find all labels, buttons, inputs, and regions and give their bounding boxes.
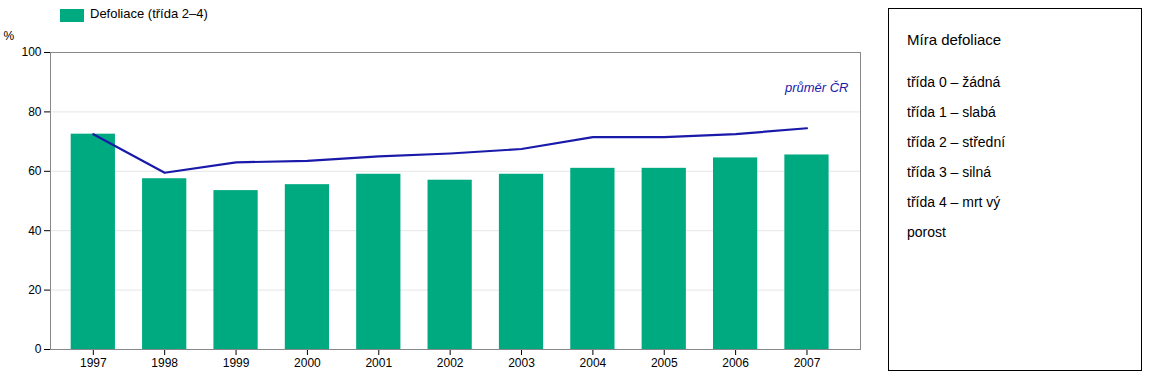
- html-text:porost: porost: [907, 224, 946, 240]
- html-text:Míra defoliace: Míra defoliace: [907, 31, 1002, 48]
- svg-text:průměr ČR: průměr ČR: [784, 80, 849, 95]
- html-text:třída 4 – mrt vý: třída 4 – mrt vý: [907, 194, 1001, 210]
- svg-text:100: 100: [21, 45, 41, 59]
- svg-text:0: 0: [35, 342, 42, 356]
- svg-text:1998: 1998: [151, 356, 178, 370]
- svg-text:20: 20: [28, 283, 42, 297]
- svg-text:%: %: [4, 29, 15, 43]
- svg-text:2005: 2005: [651, 356, 678, 370]
- html-text:Defoliace (třída 2–4): Defoliace (třída 2–4): [90, 6, 208, 22]
- svg-text:40: 40: [28, 224, 42, 238]
- html-text:třída 2 – střední: třída 2 – střední: [907, 134, 1006, 150]
- svg-text:1999: 1999: [223, 356, 250, 370]
- svg-text:2006: 2006: [722, 356, 749, 370]
- html-text:třída 1 – slabá: třída 1 – slabá: [907, 104, 996, 120]
- svg-text:2007: 2007: [794, 356, 821, 370]
- html-text:třída 3 – silná: třída 3 – silná: [907, 164, 992, 180]
- svg-text:80: 80: [28, 105, 42, 119]
- svg-text:1997: 1997: [80, 356, 107, 370]
- svg-text:2003: 2003: [508, 356, 535, 370]
- svg-text:60: 60: [28, 164, 42, 178]
- html-text:třída 0 – žádná: třída 0 – žádná: [907, 74, 1001, 90]
- svg-text:2002: 2002: [437, 356, 464, 370]
- svg-text:2001: 2001: [365, 356, 392, 370]
- svg-text:2000: 2000: [294, 356, 321, 370]
- svg-text:2004: 2004: [580, 356, 607, 370]
